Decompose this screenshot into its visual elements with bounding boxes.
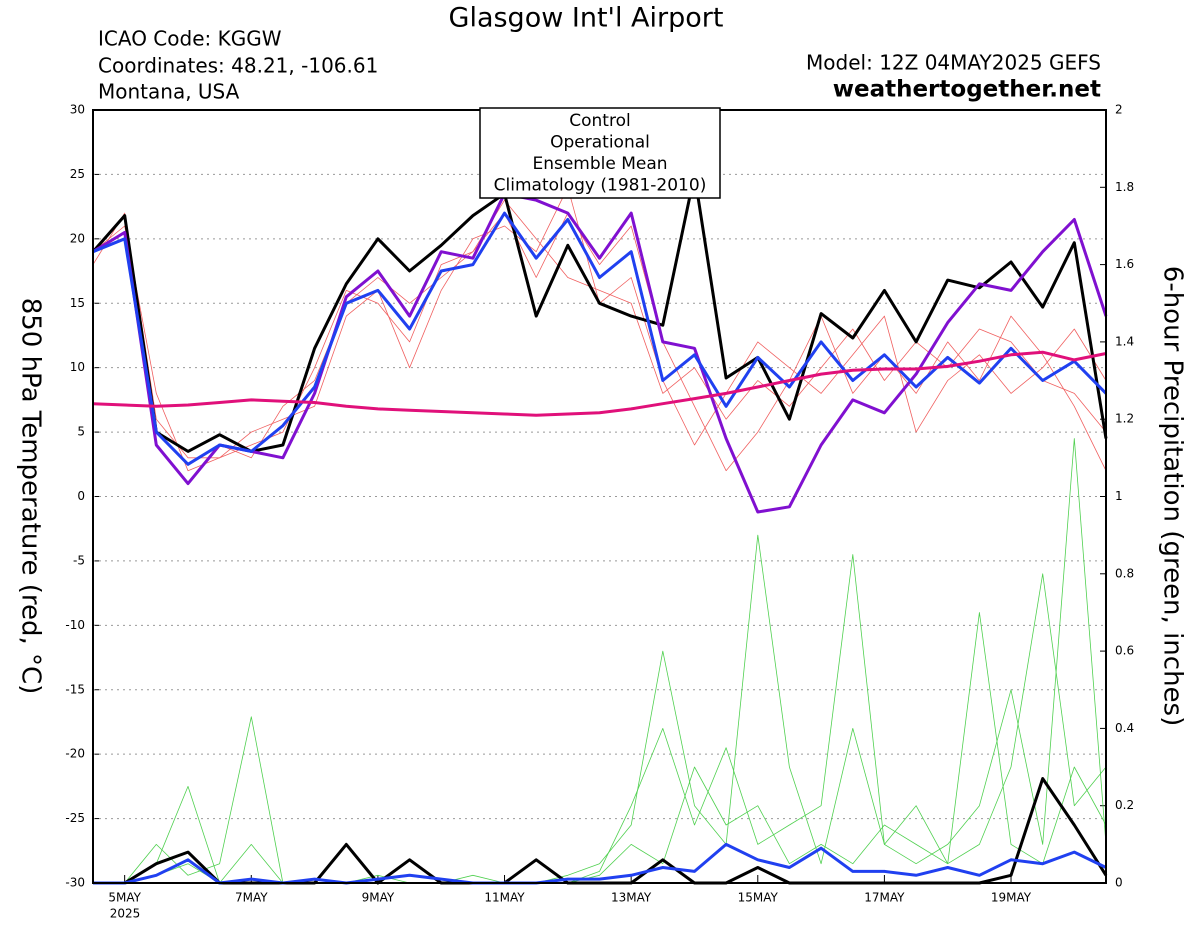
legend-entry: Ensemble Mean xyxy=(532,154,667,174)
y2-tick-label: 0.6 xyxy=(1115,644,1134,658)
y-tick-label: -30 xyxy=(65,876,85,890)
y2-tick-label: 1.4 xyxy=(1115,334,1134,348)
legend-box xyxy=(479,107,721,199)
y-tick-label: 25 xyxy=(70,167,85,181)
x-year-label: 2025 xyxy=(110,907,141,921)
member-line xyxy=(93,777,1108,885)
y-tick-label: -20 xyxy=(65,747,85,761)
y2-tick-label: 0.2 xyxy=(1115,798,1134,812)
y-tick-label: -5 xyxy=(73,553,85,567)
y2-tick-label: 0 xyxy=(1115,876,1123,890)
member-line xyxy=(92,186,1107,459)
y-tick-label: -25 xyxy=(65,811,85,825)
y-tick-label: -10 xyxy=(65,618,85,632)
x-tick-label: 13MAY xyxy=(611,891,652,905)
legend-entry: Operational xyxy=(550,133,650,153)
member-line xyxy=(93,554,1107,884)
x-tick-label: 5MAY xyxy=(108,891,141,905)
y2-tick-label: 1 xyxy=(1115,489,1123,503)
y-tick-label: 10 xyxy=(70,360,85,374)
x-tick-label: 9MAY xyxy=(362,891,395,905)
legend-entry: Control xyxy=(569,111,630,131)
y2-tick-label: 1.2 xyxy=(1115,412,1134,426)
y-axis-title: 850 hPa Temperature (red, °C) xyxy=(16,298,46,695)
y2-tick-label: 2 xyxy=(1115,103,1123,117)
series-line xyxy=(91,172,1108,453)
legend-entry: Climatology (1981-2010) xyxy=(494,176,707,196)
x-tick-label: 11MAY xyxy=(484,891,525,905)
header-line: ICAO Code: KGGW xyxy=(98,27,282,51)
member-line xyxy=(92,212,1107,485)
member-line xyxy=(93,842,1107,885)
y-tick-label: 5 xyxy=(77,425,85,439)
y-tick-label: 20 xyxy=(70,231,85,245)
y2-tick-label: 1.8 xyxy=(1115,180,1134,194)
site-name: weathertogether.net xyxy=(833,77,1101,103)
header-line: Coordinates: 48.21, -106.61 xyxy=(98,54,378,78)
y-tick-label: 15 xyxy=(70,296,85,310)
y-tick-label: 30 xyxy=(70,103,85,117)
x-tick-label: 19MAY xyxy=(991,891,1032,905)
y-tick-label: 0 xyxy=(77,489,85,503)
y2-tick-label: 1.6 xyxy=(1115,257,1134,271)
header-line: Montana, USA xyxy=(98,80,240,104)
series-line xyxy=(92,211,1108,466)
member-line xyxy=(93,612,1107,884)
y2-axis-title: 6-hour Precipitation (green, inches) xyxy=(1158,266,1188,726)
series-line xyxy=(92,350,1107,417)
series-line xyxy=(92,192,1108,514)
y-tick-label: -15 xyxy=(65,682,85,696)
x-tick-label: 7MAY xyxy=(235,891,268,905)
model-run: Model: 12Z 04MAY2025 GEFS xyxy=(806,51,1101,75)
y2-tick-label: 0.8 xyxy=(1115,566,1134,580)
y2-tick-label: 0.4 xyxy=(1115,721,1134,735)
x-tick-label: 17MAY xyxy=(864,891,905,905)
x-tick-label: 15MAY xyxy=(738,891,779,905)
member-line xyxy=(92,199,1107,472)
chart-title: Glasgow Int'l Airport xyxy=(449,3,724,34)
